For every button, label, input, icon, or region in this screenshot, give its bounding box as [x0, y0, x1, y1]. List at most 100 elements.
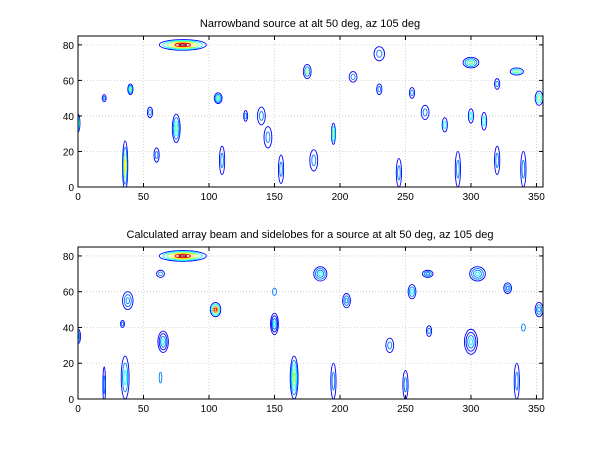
top-y-tick-label: 80: [63, 41, 75, 52]
top-chart-title: Narrowband source at alt 50 deg, az 105 …: [200, 18, 420, 30]
top-contour-feature: [153, 147, 160, 163]
bottom-contour-line: [156, 269, 165, 278]
top-x-tick-label: 50: [138, 192, 150, 203]
top-contour-feature: [277, 154, 285, 184]
bottom-contour-line: [387, 341, 393, 350]
top-contour-feature: [78, 113, 81, 133]
bottom-contour-feature: [272, 287, 277, 296]
bottom-contour-feature: [102, 366, 106, 399]
bottom-contour-line: [407, 284, 417, 300]
top-contour-line: [495, 80, 499, 88]
top-contour-line: [216, 96, 220, 100]
bottom-y-tick-label: 80: [63, 252, 75, 263]
top-contour-line: [511, 68, 522, 75]
bottom-ticks: 0 50 100 150 200 250 300 350 0 20 40 60 80: [63, 247, 545, 415]
top-contour-line: [494, 145, 501, 176]
top-contour-line: [214, 93, 222, 103]
bottom-contour-line: [471, 268, 484, 280]
bottom-contour-line: [162, 251, 203, 261]
bottom-contour-line: [158, 250, 207, 262]
top-x-tick-label: 350: [528, 192, 545, 203]
top-contour-line: [146, 106, 154, 119]
bottom-contour-feature: [463, 328, 478, 355]
top-contour-line: [509, 67, 524, 76]
bottom-contour-feature: [158, 250, 207, 262]
top-y-tick-label: 0: [68, 183, 74, 194]
top-contour-line: [467, 108, 475, 124]
top-contour-line: [162, 39, 203, 50]
bottom-contour-line: [467, 335, 475, 349]
top-contour-line: [174, 42, 192, 48]
top-contour-line: [456, 159, 460, 179]
top-contour-line: [129, 87, 132, 92]
bottom-contour-line: [504, 284, 511, 293]
bottom-contour-line: [210, 303, 221, 316]
top-contour-line: [78, 116, 80, 130]
top-contour-line: [537, 95, 541, 101]
top-contour-line: [397, 165, 401, 181]
top-contour-feature: [376, 83, 383, 96]
bottom-contour-line: [272, 287, 277, 296]
top-contour-line: [410, 89, 414, 96]
top-contour-line: [332, 129, 335, 138]
top-contour-line: [305, 68, 309, 75]
top-contour-line: [215, 95, 221, 102]
top-contour-feature: [171, 113, 181, 144]
bottom-x-tick-label: 150: [266, 404, 283, 415]
top-contour-line: [153, 147, 160, 163]
top-contour-feature: [243, 110, 249, 122]
bottom-contour-line: [402, 369, 409, 399]
bottom-contour-feature: [157, 330, 169, 353]
top-contour-line: [466, 59, 476, 66]
bottom-contour-line: [158, 333, 168, 351]
top-contour-feature: [441, 117, 448, 133]
bottom-contour-line: [214, 307, 218, 312]
top-contour-line: [350, 73, 356, 80]
bottom-contour-line: [534, 301, 543, 318]
bottom-contour-feature: [534, 301, 543, 318]
top-contour-feature: [348, 71, 358, 83]
top-contour-line: [263, 126, 273, 149]
top-contour-feature: [127, 83, 134, 96]
top-contour-feature: [420, 104, 430, 120]
bottom-contour-feature: [520, 323, 526, 332]
top-contour-line: [127, 84, 133, 94]
top-contour-line: [101, 94, 107, 103]
bottom-contour-feature: [503, 282, 513, 294]
top-contour-feature: [302, 63, 312, 80]
top-contour-line: [173, 120, 179, 136]
top-contour-feature: [101, 94, 107, 103]
top-contour-line: [265, 131, 271, 144]
top-contour-line: [258, 111, 264, 121]
top-x-tick-label: 250: [397, 192, 414, 203]
bottom-y-tick-label: 60: [63, 288, 75, 299]
top-contour-line: [122, 140, 129, 187]
top-contour-line: [243, 110, 249, 122]
bottom-x-tick-label: 0: [75, 404, 81, 415]
top-ticks: 0 50 100 150 200 250 300 350 0 20 40 60 80: [63, 36, 545, 203]
bottom-contour-line: [178, 254, 188, 258]
top-contour-line: [422, 108, 428, 117]
bottom-contour-feature: [313, 266, 328, 282]
bottom-contour-line: [271, 315, 278, 333]
top-y-tick-label: 20: [63, 147, 75, 158]
top-contour-line: [534, 90, 543, 106]
bottom-contour-line: [343, 295, 350, 306]
bottom-contour-feature: [209, 301, 222, 318]
bottom-contour-feature: [270, 312, 279, 336]
top-contour-line: [128, 86, 133, 93]
bottom-contour-line: [292, 368, 297, 387]
top-contour-feature: [494, 78, 501, 90]
top-contour-feature: [146, 106, 154, 119]
bottom-contour-line: [469, 266, 486, 282]
bottom-contour-line: [122, 362, 129, 393]
bottom-contour-line: [425, 325, 433, 337]
bottom-contour-line: [122, 291, 134, 311]
top-contour-line: [124, 159, 127, 173]
bottom-contour-line: [537, 306, 541, 313]
top-contour-feature: [467, 108, 475, 124]
bottom-contour-line: [292, 372, 296, 383]
bottom-contour-feature: [385, 337, 395, 353]
top-contour-line: [376, 83, 383, 96]
